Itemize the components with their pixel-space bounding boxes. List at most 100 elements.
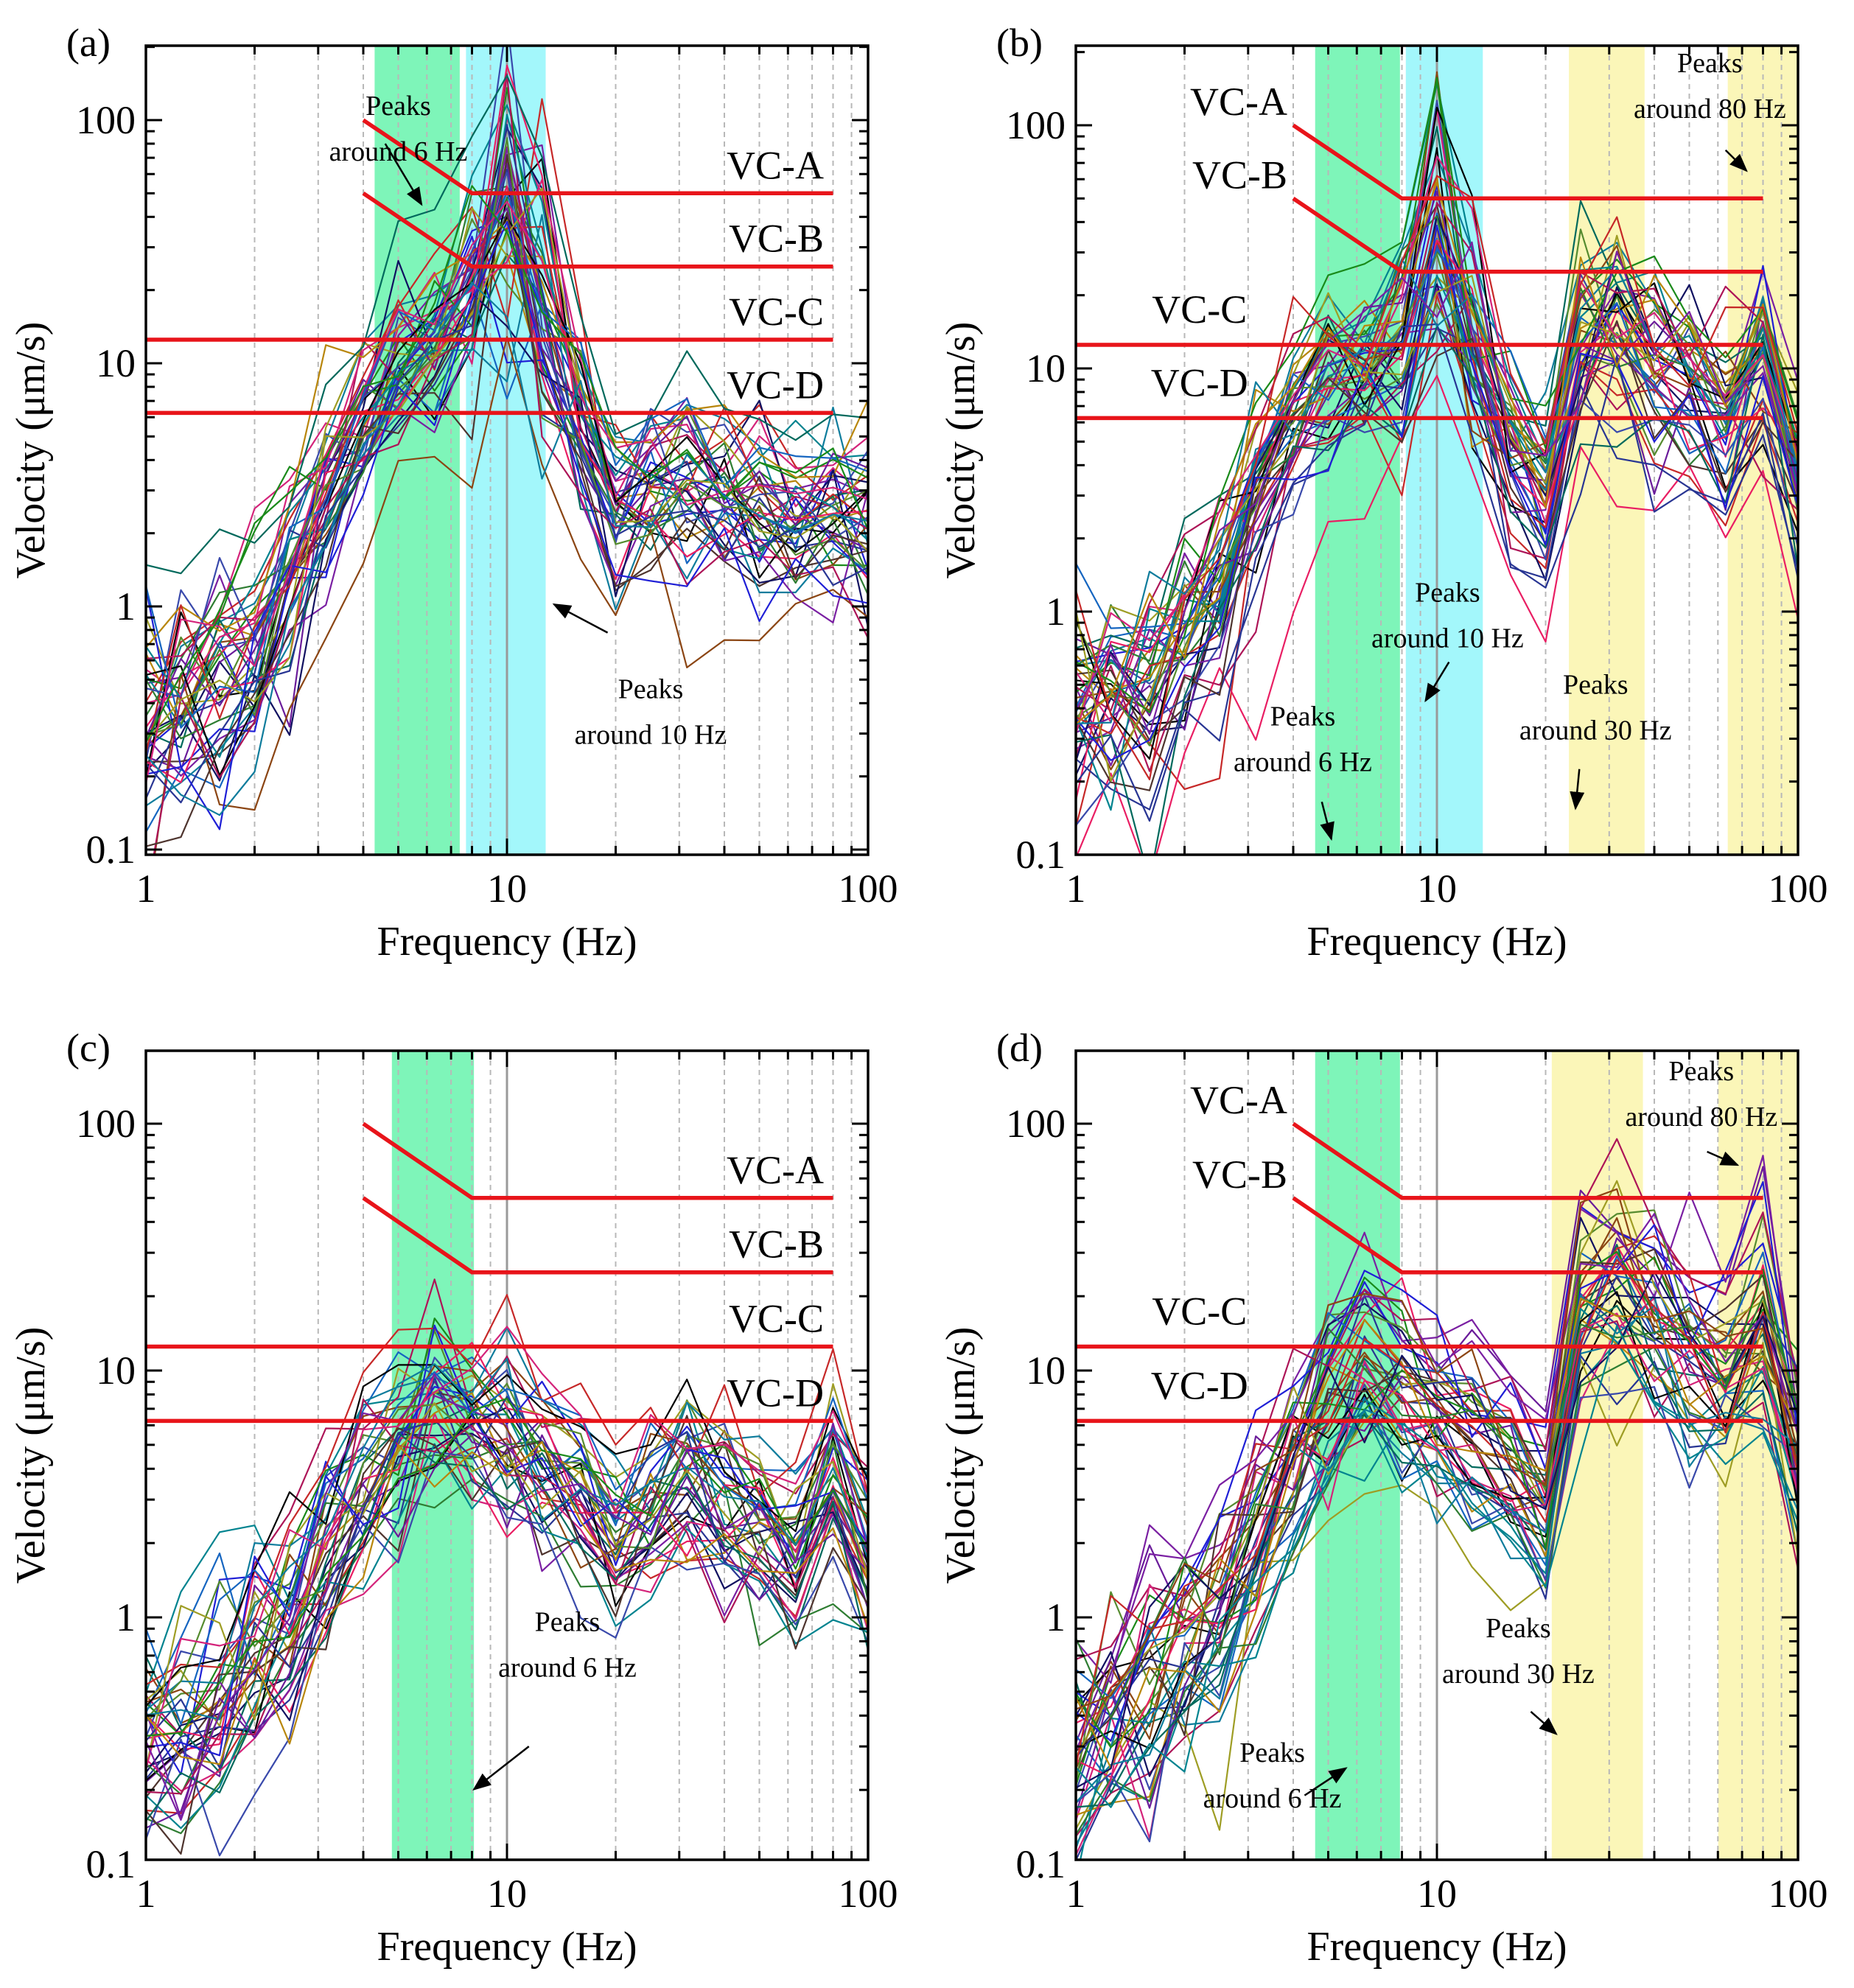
criterion-label: VC-C [729, 290, 824, 334]
y-tick-label: 10 [1026, 346, 1066, 391]
x-axis-label: Frequency (Hz) [377, 919, 637, 965]
criterion-label: VC-D [1151, 1363, 1248, 1407]
annotation-arrow [1530, 1711, 1558, 1735]
series-line [1076, 1294, 1798, 1803]
series-line [1076, 1342, 1798, 1831]
annotation-text: around 80 Hz [1625, 1102, 1777, 1133]
series-line [146, 1357, 868, 1721]
series-line [1076, 293, 1798, 827]
series-line [146, 1396, 868, 1768]
criterion-label: VC-D [727, 363, 824, 407]
criterion-label: VC-A [727, 1148, 824, 1192]
series-line [146, 1278, 868, 1737]
series-line [146, 1432, 868, 1822]
criterion-line-vc-b [362, 1196, 833, 1275]
series-line [146, 220, 868, 648]
series-line [1076, 283, 1798, 776]
x-tick-label: 100 [839, 1872, 898, 1916]
series-line [1076, 1250, 1798, 1749]
criterion-label: VC-D [1151, 360, 1248, 405]
frequency-band-3 [1569, 46, 1645, 855]
series-line [1076, 202, 1798, 712]
series-line [146, 220, 868, 830]
criterion-label: VC-C [729, 1297, 824, 1341]
annotation-text: Peaks [618, 673, 684, 704]
ticks [1074, 46, 1799, 856]
x-tick-label: 100 [1769, 867, 1828, 911]
annotation-text: around 6 Hz [498, 1653, 637, 1684]
series-line [1076, 1320, 1798, 1837]
series-line [146, 1368, 868, 1727]
series-line [146, 293, 868, 782]
annotation-text: around 30 Hz [1442, 1659, 1595, 1690]
annotation-text: around 6 Hz [1234, 747, 1372, 778]
series-line [146, 1326, 868, 1770]
series-group [146, 1278, 868, 1857]
series-line [1076, 1138, 1798, 1660]
series-line [146, 185, 868, 743]
criterion-label: VC-A [1190, 80, 1287, 124]
annotation-text: Peaks [1415, 577, 1480, 608]
panel-label: (d) [996, 1026, 1043, 1070]
annotation: Peaks around 30 Hz [1519, 669, 1672, 811]
y-axis-label: Velocity (μm/s) [8, 322, 54, 579]
annotation-text: Peaks [1677, 48, 1743, 79]
annotation-text: Peaks [535, 1607, 601, 1638]
series-line [146, 1371, 868, 1726]
annotation: Peaks around 80 Hz [1625, 1056, 1777, 1166]
y-tick-label: 0.1 [86, 827, 136, 872]
series-line [146, 1436, 868, 1751]
series-line [1076, 1180, 1798, 1742]
series-line [146, 1440, 868, 1796]
criterion-label: VC-B [1192, 1152, 1287, 1197]
ticks [144, 1051, 870, 1860]
annotation: Peaks around 80 Hz [1634, 48, 1786, 172]
y-tick-label: 100 [1006, 103, 1066, 147]
annotation-arrow [1724, 149, 1748, 172]
series-line [146, 211, 868, 847]
x-tick-label: 100 [1769, 1872, 1828, 1916]
criterion-line-vc-b [1292, 197, 1763, 274]
x-axis-label: Frequency (Hz) [377, 1924, 637, 1970]
series-line [1076, 1291, 1798, 1749]
criterion-label: VC-C [1152, 1289, 1247, 1334]
y-axis-label: Velocity (μm/s) [8, 1327, 54, 1584]
series-line [146, 1357, 868, 1738]
x-axis-label: Frequency (Hz) [1307, 1924, 1567, 1970]
series-line [146, 1351, 868, 1714]
criterion-label: VC-B [1192, 153, 1287, 197]
annotation-arrow [1570, 769, 1585, 811]
series-line [146, 1434, 868, 1829]
series-line [1076, 258, 1798, 724]
annotation-arrow [552, 603, 609, 634]
panel-c: VC-A VC-B VC-C VC-D Peaks around 6 Hz 1 10 100 0.… [8, 1026, 898, 1970]
series-line [146, 146, 868, 659]
series-line [1076, 245, 1798, 826]
annotation: Peaks around 30 Hz [1442, 1613, 1595, 1735]
series-line [1076, 1275, 1798, 1759]
series-line [146, 104, 868, 727]
series-line [146, 200, 868, 784]
series-line [146, 113, 868, 758]
annotation-text: Peaks [1563, 669, 1629, 700]
series-line [1076, 320, 1798, 791]
series-group [1076, 71, 1798, 855]
annotation-text: around 6 Hz [1203, 1783, 1342, 1814]
y-tick-label: 0.1 [1016, 833, 1066, 877]
series-line [1076, 1312, 1798, 1856]
frequency-band-2 [466, 46, 546, 855]
series-line [146, 1478, 868, 1835]
y-tick-label: 100 [76, 1102, 136, 1146]
series-line [1076, 1304, 1798, 1808]
series-line [146, 1402, 868, 1769]
criterion-line-vc-b [1292, 1196, 1763, 1275]
annotation: Peaks around 10 Hz [1371, 577, 1524, 703]
series-line [146, 1373, 868, 1821]
series-line [146, 218, 868, 751]
series-line [146, 1317, 868, 1737]
panel-label: (b) [996, 21, 1043, 65]
series-line [146, 98, 868, 703]
series-line [153, 73, 868, 855]
ticks [1074, 1051, 1799, 1860]
annotation-text: around 80 Hz [1634, 94, 1786, 125]
